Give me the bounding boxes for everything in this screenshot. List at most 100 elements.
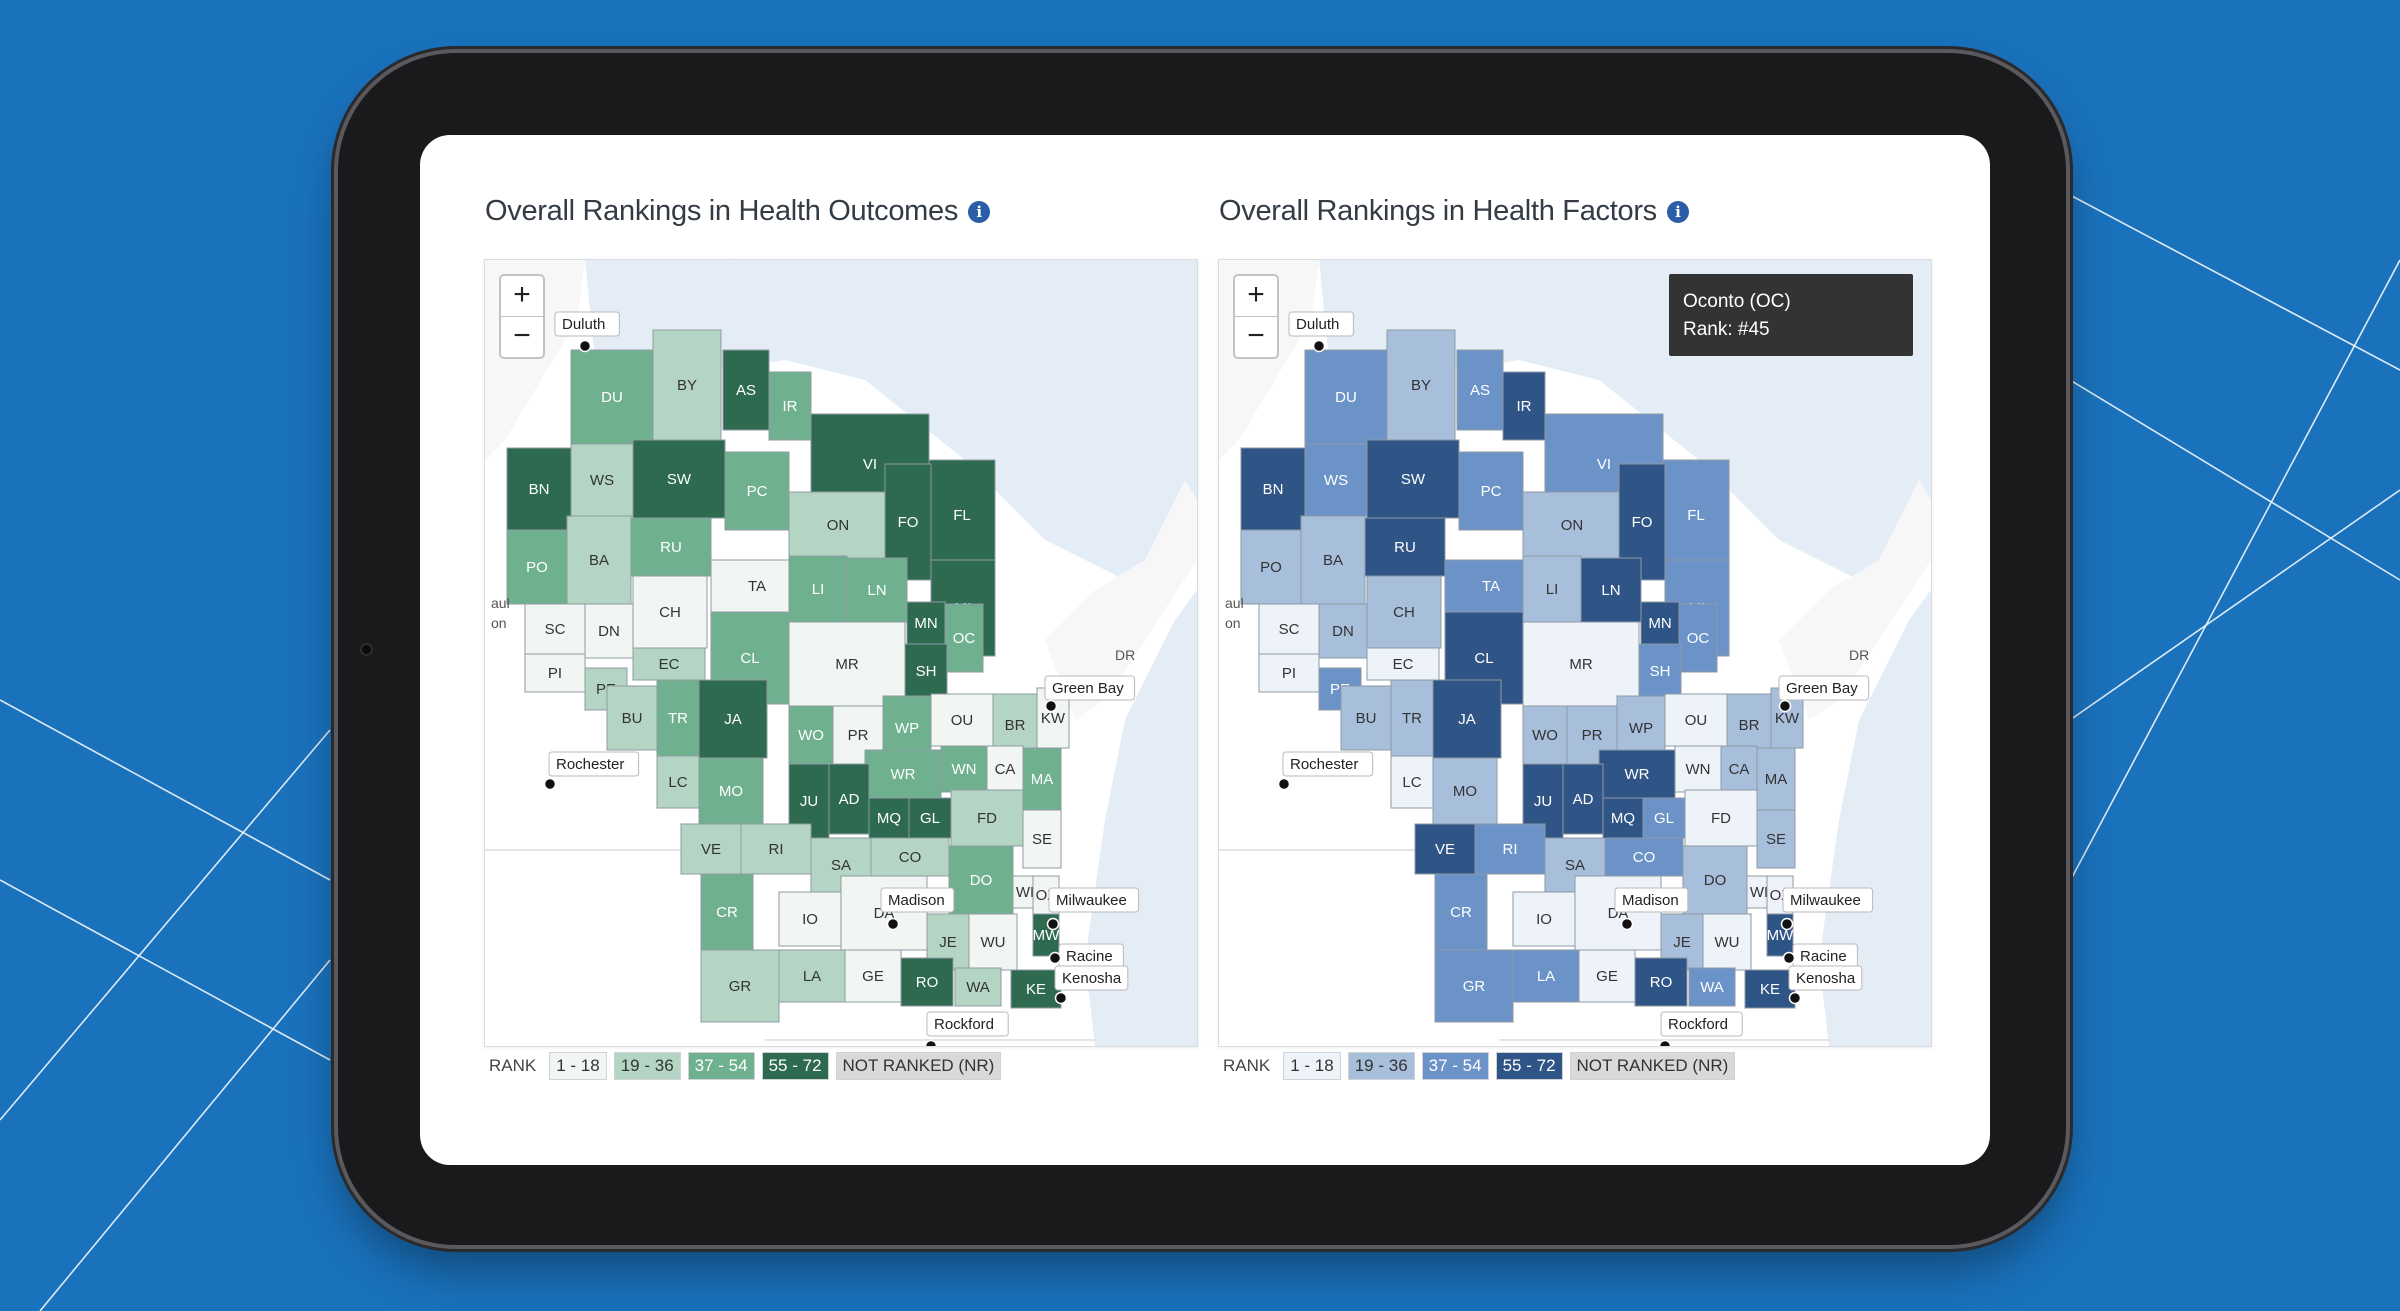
county-do[interactable] bbox=[1682, 845, 1748, 915]
county-du[interactable] bbox=[570, 349, 654, 445]
county-ou[interactable] bbox=[1664, 693, 1728, 747]
county-sh[interactable] bbox=[904, 643, 948, 699]
county-fd[interactable] bbox=[950, 789, 1024, 847]
zoom-in-button[interactable]: + bbox=[501, 276, 543, 317]
county-ke[interactable] bbox=[1010, 969, 1062, 1009]
county-wu[interactable] bbox=[968, 913, 1018, 971]
county-wo[interactable] bbox=[788, 705, 834, 765]
county-ch[interactable] bbox=[632, 575, 708, 649]
county-pc[interactable] bbox=[1458, 451, 1524, 531]
county-io[interactable] bbox=[1512, 891, 1576, 947]
county-co[interactable] bbox=[870, 837, 950, 877]
legend-item[interactable]: 55 - 72 bbox=[1495, 1052, 1563, 1080]
county-gl[interactable] bbox=[908, 797, 952, 839]
county-dn[interactable] bbox=[584, 603, 634, 659]
county-ro[interactable] bbox=[1634, 957, 1688, 1007]
city-marker[interactable] bbox=[1048, 951, 1062, 965]
county-as[interactable] bbox=[1456, 349, 1504, 431]
county-du[interactable] bbox=[1304, 349, 1388, 445]
county-ad[interactable] bbox=[828, 763, 870, 835]
county-cr[interactable] bbox=[700, 873, 754, 951]
county-ir[interactable] bbox=[1502, 371, 1546, 441]
county-gr[interactable] bbox=[1434, 949, 1514, 1023]
county-mq[interactable] bbox=[868, 797, 910, 839]
city-marker[interactable] bbox=[1620, 917, 1634, 931]
county-ws[interactable] bbox=[1304, 443, 1368, 517]
city-marker[interactable] bbox=[924, 1039, 938, 1047]
county-on[interactable] bbox=[788, 491, 888, 559]
county-bn[interactable] bbox=[1240, 447, 1306, 531]
legend-item[interactable]: NOT RANKED (NR) bbox=[1569, 1052, 1736, 1080]
county-pi[interactable] bbox=[524, 653, 586, 693]
health-factors-map[interactable]: DUBYASIRBNWSSWPCVIFLPOBARUONFOMISCDNCHTA… bbox=[1218, 259, 1932, 1080]
county-lc[interactable] bbox=[1390, 755, 1434, 809]
wisconsin-map[interactable]: DUBYASIRBNWSSWPCVIFLPOBARUONFOMISCDNCHTA… bbox=[485, 260, 1197, 1046]
info-icon[interactable]: i bbox=[968, 201, 991, 223]
county-la[interactable] bbox=[1512, 949, 1580, 1003]
county-ln[interactable] bbox=[1580, 557, 1642, 623]
wisconsin-map[interactable]: DUBYASIRBNWSSWPCVIFLPOBARUONFOMISCDNCHTA… bbox=[1219, 260, 1931, 1046]
info-icon[interactable]: i bbox=[1666, 201, 1689, 223]
zoom-in-button[interactable]: + bbox=[1235, 276, 1277, 317]
county-fd[interactable] bbox=[1684, 789, 1758, 847]
legend-item[interactable]: NOT RANKED (NR) bbox=[835, 1052, 1002, 1080]
legend-item[interactable]: 1 - 18 bbox=[1283, 1052, 1341, 1080]
zoom-out-button[interactable]: − bbox=[1247, 319, 1265, 352]
county-do[interactable] bbox=[948, 845, 1014, 915]
legend-item[interactable]: 19 - 36 bbox=[613, 1052, 681, 1080]
county-bu[interactable] bbox=[606, 685, 658, 751]
county-io[interactable] bbox=[778, 891, 842, 947]
city-marker[interactable] bbox=[1054, 991, 1068, 1005]
county-cr[interactable] bbox=[1434, 873, 1488, 951]
city-marker[interactable] bbox=[886, 917, 900, 931]
county-sc[interactable] bbox=[524, 603, 586, 655]
county-mo[interactable] bbox=[698, 757, 764, 825]
county-ru[interactable] bbox=[630, 517, 712, 577]
county-gl[interactable] bbox=[1642, 797, 1686, 839]
city-marker[interactable] bbox=[1780, 917, 1794, 931]
county-pc[interactable] bbox=[724, 451, 790, 531]
county-fl[interactable] bbox=[1662, 459, 1730, 571]
county-sh[interactable] bbox=[1638, 643, 1682, 699]
county-ve[interactable] bbox=[1414, 823, 1476, 875]
county-as[interactable] bbox=[722, 349, 770, 431]
county-ri[interactable] bbox=[740, 823, 812, 875]
county-ec[interactable] bbox=[1366, 647, 1440, 681]
county-ca[interactable] bbox=[1720, 745, 1758, 793]
county-by[interactable] bbox=[652, 329, 722, 441]
county-mr[interactable] bbox=[1522, 621, 1640, 707]
health-outcomes-map[interactable]: DUBYASIRBNWSSWPCVIFLPOBARUONFOMISCDNCHTA… bbox=[484, 259, 1198, 1080]
county-ou[interactable] bbox=[930, 693, 994, 747]
county-ta[interactable] bbox=[710, 559, 804, 613]
city-marker[interactable] bbox=[1277, 777, 1291, 791]
county-po[interactable] bbox=[1240, 529, 1302, 605]
county-wp[interactable] bbox=[882, 695, 932, 761]
county-wn[interactable] bbox=[1674, 745, 1722, 793]
county-lc[interactable] bbox=[656, 755, 700, 809]
city-marker[interactable] bbox=[1044, 699, 1058, 713]
county-ta[interactable] bbox=[1444, 559, 1538, 613]
county-ge[interactable] bbox=[1578, 949, 1636, 1003]
county-se[interactable] bbox=[1756, 809, 1796, 869]
county-sc[interactable] bbox=[1258, 603, 1320, 655]
city-marker[interactable] bbox=[1046, 917, 1060, 931]
city-marker[interactable] bbox=[1658, 1039, 1672, 1047]
county-tr[interactable] bbox=[656, 679, 700, 757]
county-po[interactable] bbox=[506, 529, 568, 605]
county-ba[interactable] bbox=[1300, 515, 1366, 605]
county-ru[interactable] bbox=[1364, 517, 1446, 577]
legend-item[interactable]: 37 - 54 bbox=[1421, 1052, 1489, 1080]
zoom-out-button[interactable]: − bbox=[513, 319, 531, 352]
county-ch[interactable] bbox=[1366, 575, 1442, 649]
county-ro[interactable] bbox=[900, 957, 954, 1007]
county-wr[interactable] bbox=[864, 749, 942, 799]
legend-item[interactable]: 55 - 72 bbox=[761, 1052, 829, 1080]
county-se[interactable] bbox=[1022, 809, 1062, 869]
county-mn[interactable] bbox=[906, 601, 946, 645]
county-wa[interactable] bbox=[1688, 967, 1736, 1007]
county-wa[interactable] bbox=[954, 967, 1002, 1007]
county-sw[interactable] bbox=[632, 439, 726, 519]
city-marker[interactable] bbox=[1782, 951, 1796, 965]
legend-item[interactable]: 1 - 18 bbox=[549, 1052, 607, 1080]
county-ws[interactable] bbox=[570, 443, 634, 517]
